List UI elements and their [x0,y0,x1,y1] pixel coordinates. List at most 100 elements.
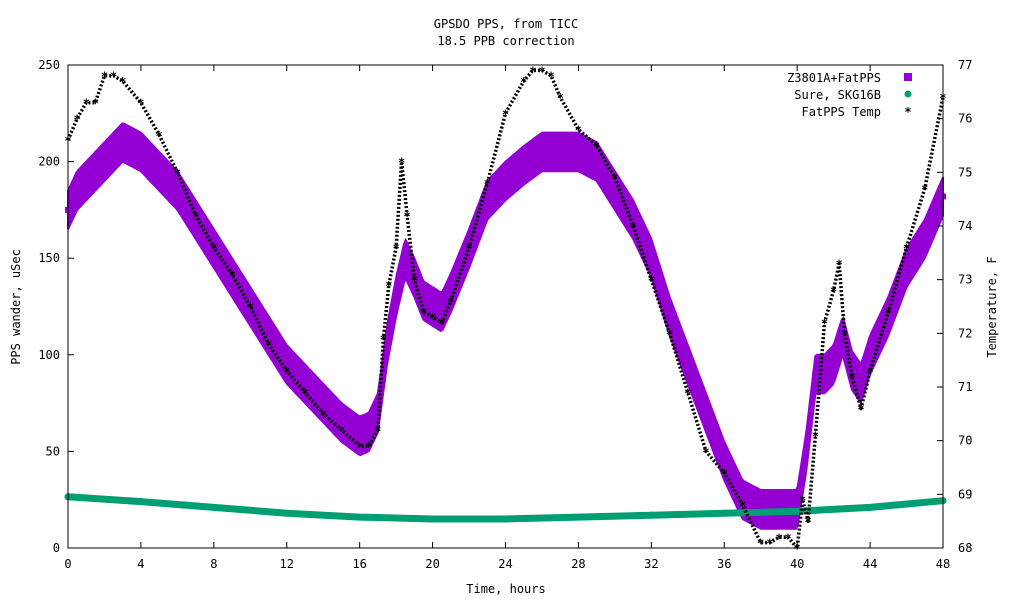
series-z3801a-point [867,351,874,358]
series-z3801a-point [301,380,308,387]
series-temp-point: * [557,91,564,105]
series-temp-point: * [429,311,436,325]
legend-marker-z3801a [904,73,912,81]
chart-title: GPSDO PPS, from TICC [434,17,579,31]
x-tick-label: 44 [863,557,877,571]
series-z3801a-point [684,361,691,368]
series-temp-point: * [721,467,728,481]
series-z3801a-point [466,245,473,252]
series-temp-point: * [812,429,819,443]
series-temp-point: * [766,537,773,551]
series-temp-point: * [365,440,372,454]
series-z3801a-point [630,216,637,223]
legend-label-z3801a: Z3801A+FatPPS [787,71,881,85]
series-temp-point: * [611,172,618,186]
series-temp-point: * [192,209,199,223]
series-z3801a-point [156,168,163,175]
series-z3801a-point [438,309,445,316]
series-temp-point: * [385,279,392,293]
series-sure-point [356,513,364,521]
y-tick-label: 200 [38,155,60,169]
series-temp-point: * [784,531,791,545]
x-tick-label: 48 [936,557,950,571]
series-temp-point: * [575,123,582,137]
y2-tick-label: 77 [958,58,972,72]
legend-label-temp: FatPPS Temp [802,105,881,119]
chart-subtitle: 18.5 PPB correction [437,34,574,48]
series-z3801a-point [192,216,199,223]
series-sure-point [283,509,291,517]
series-z3801a-point [447,289,454,296]
series-temp-point: * [465,241,472,255]
series-z3801a-point [365,429,372,436]
axes-layer: 0 4 8 12 16 20 24 28 32 36 40 44 4805010015020025068… [38,58,972,571]
series-sure-point [647,511,655,519]
series-temp-point: * [265,338,272,352]
series-temp-point: * [156,129,163,143]
series-sure-point [502,515,509,523]
series-z3801a-point [101,158,108,165]
series-sure-point [720,509,728,517]
series-z3801a-point [137,148,144,155]
series-z3801a-point [402,255,409,262]
series-temp-point: * [885,306,892,320]
series-temp-point: * [411,274,418,288]
legend: Z3801A+FatPPS Sure, SKG16B FatPPS Temp * [787,71,912,119]
series-temp-point: * [520,75,527,89]
series-temp-point: * [374,424,381,438]
series-z3801a-point [575,148,582,155]
series-z3801a-point [821,371,828,378]
series-z3801a-point [857,380,864,387]
series-temp-point: * [438,317,445,331]
series-temp-point: * [835,258,842,272]
series-temp-point: * [921,182,928,196]
legend-marker-sure [904,90,912,98]
series-z3801a-point [921,235,928,242]
series-z3801a-point [839,332,846,339]
series-temp-point: * [857,402,864,416]
x-tick-label: 36 [717,557,731,571]
series-temp-point: * [356,440,363,454]
y-axis-label: PPS wander, uSec [9,249,23,365]
series-z3801a-point [502,177,509,184]
series-z3801a-point [557,148,564,155]
series-z3801a-point [739,496,746,503]
series-temp-point: * [666,327,673,341]
y2-tick-label: 70 [958,434,972,448]
series-temp-point: * [101,70,108,84]
series-temp-point: * [92,97,99,111]
series-temp-point: * [210,241,217,255]
series-temp-point: * [137,97,144,111]
series-temp-point: * [174,166,181,180]
y2-tick-label: 74 [958,219,972,233]
series-z3801a-point [611,187,618,194]
series-temp-point: * [447,295,454,309]
series-z3801a-point [338,419,345,426]
series-z3801a-point [174,187,181,194]
y2-tick-label: 73 [958,273,972,287]
series-z3801a-point [830,361,837,368]
y2-tick-label: 76 [958,112,972,126]
series-temp-point: * [393,241,400,255]
series-temp-point: * [629,220,636,234]
series-temp-trace [66,68,945,550]
series-z3801a-point [903,264,910,271]
series-temp-point: * [403,209,410,223]
y-tick-label: 50 [46,444,60,458]
series-sure-point [793,507,801,515]
series-z3801a-point [83,177,90,184]
x-tick-label: 4 [137,557,144,571]
series-z3801a-point [812,371,819,378]
series-z3801a-point [703,409,710,416]
plot-layer: * * * * * * * * * * * * * * * * * * * * * * * * * * * * * * * * * * * * * * * *… [64,64,946,556]
series-z3801a-point [393,293,400,300]
series-z3801a-point [429,303,436,310]
x-tick-label: 8 [210,557,217,571]
series-temp-point: * [739,499,746,513]
series-temp-point: * [841,327,848,341]
series-z3801a-point [265,332,272,339]
series-temp-point: * [110,70,117,84]
x-tick-label: 20 [425,557,439,571]
